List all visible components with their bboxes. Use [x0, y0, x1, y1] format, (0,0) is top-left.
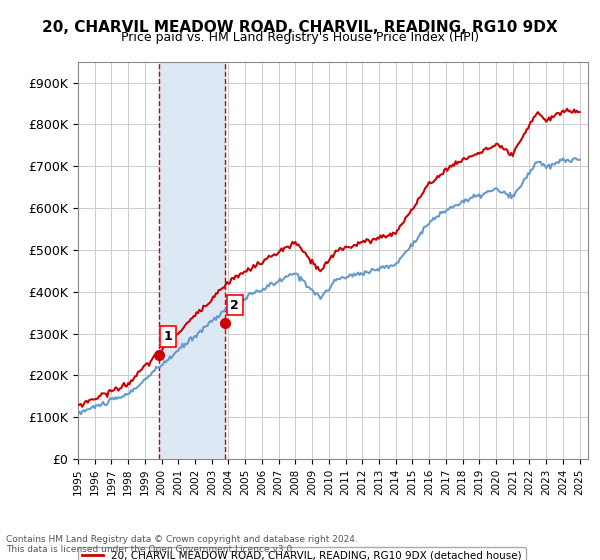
Bar	[159, 62, 226, 459]
Text: 20, CHARVIL MEADOW ROAD, CHARVIL, READING, RG10 9DX: 20, CHARVIL MEADOW ROAD, CHARVIL, READIN…	[42, 20, 558, 35]
Text: 2: 2	[230, 298, 239, 311]
Text: Price paid vs. HM Land Registry's House Price Index (HPI): Price paid vs. HM Land Registry's House …	[121, 31, 479, 44]
Text: Contains HM Land Registry data © Crown copyright and database right 2024.
This d: Contains HM Land Registry data © Crown c…	[6, 535, 358, 554]
Legend: 20, CHARVIL MEADOW ROAD, CHARVIL, READING, RG10 9DX (detached house), HPI: Avera: 20, CHARVIL MEADOW ROAD, CHARVIL, READIN…	[78, 547, 526, 560]
Text: 1: 1	[164, 330, 173, 343]
